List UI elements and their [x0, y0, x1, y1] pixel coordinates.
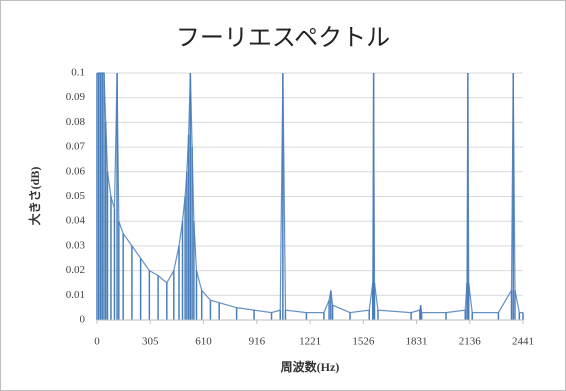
x-tick-label: 1831	[406, 336, 428, 348]
x-tick-label: 0	[94, 336, 100, 348]
x-axis-label: 周波数(Hz)	[281, 359, 340, 374]
x-tick-label: 305	[142, 336, 159, 348]
y-tick-label: 0.09	[66, 91, 86, 103]
y-tick-label: 0.04	[66, 215, 86, 227]
x-tick-label: 610	[195, 336, 212, 348]
x-tick-label: 1526	[352, 336, 375, 348]
x-tick-label: 916	[249, 336, 266, 348]
y-tick-label: 0.08	[66, 116, 86, 128]
spectrum-line	[97, 72, 523, 314]
y-tick-label: 0.1	[71, 67, 85, 79]
y-tick-label: 0.07	[66, 141, 86, 153]
y-tick-label: 0	[80, 314, 86, 326]
y-tick-label: 0.02	[66, 264, 85, 276]
y-tick-label: 0.03	[66, 239, 86, 251]
x-tick-label: 2441	[512, 336, 534, 348]
y-axis-label: 大きさ(dB)	[27, 167, 42, 226]
x-tick-label: 2136	[459, 336, 482, 348]
y-tick-label: 0.01	[66, 289, 85, 301]
chart-title: フーリエスペクトル	[176, 26, 390, 52]
y-tick-label: 0.06	[66, 165, 86, 177]
x-tick-label: 1221	[299, 336, 321, 348]
y-tick-label: 0.05	[66, 190, 86, 202]
